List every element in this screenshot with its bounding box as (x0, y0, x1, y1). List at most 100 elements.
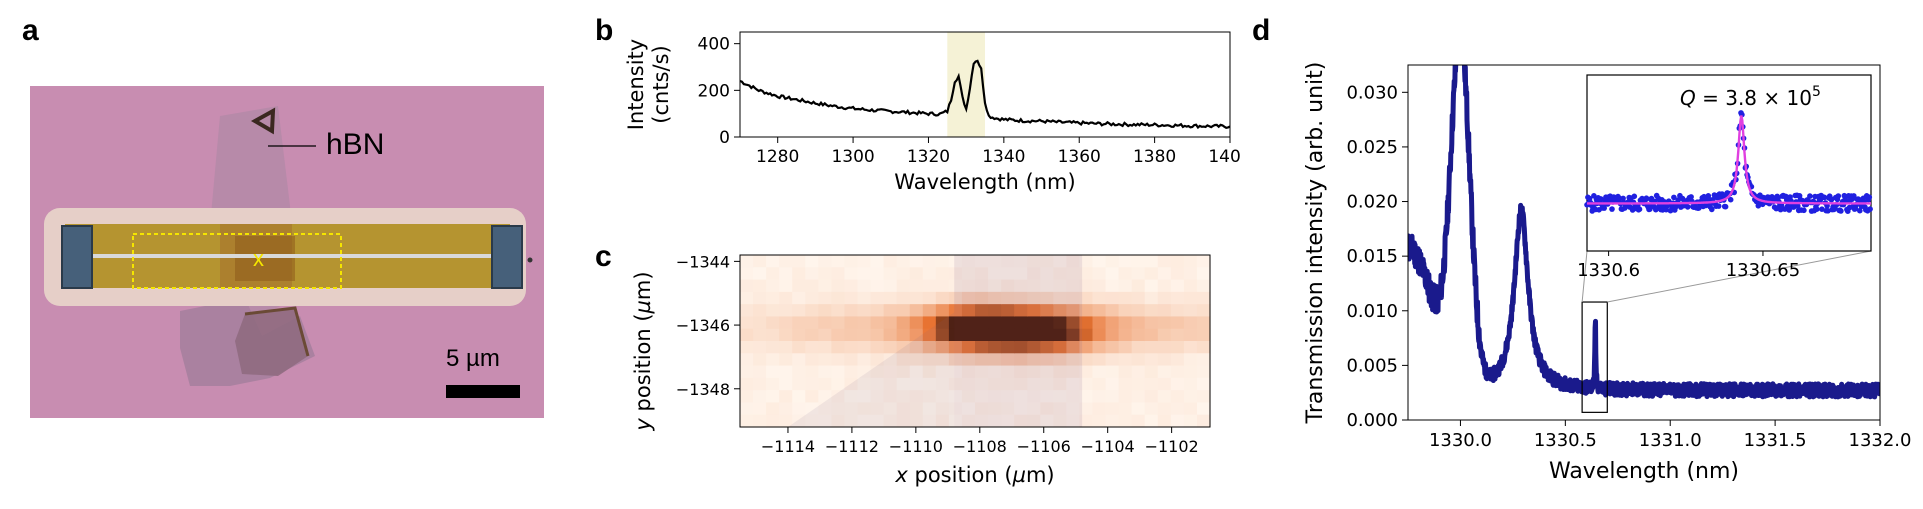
heatmap-cell (1001, 390, 1015, 404)
heatmap-cell (922, 291, 937, 305)
heatmap-cell (922, 267, 937, 281)
heatmap-cell (1092, 291, 1107, 305)
heatmap-cell (766, 255, 780, 268)
heatmap-cell (766, 304, 780, 318)
heatmap-cell (1079, 402, 1094, 416)
heatmap-cell (818, 365, 832, 379)
heatmap-cell (857, 267, 872, 281)
heatmap-cell (857, 304, 872, 318)
heatmap-cell (1144, 267, 1159, 281)
heatmap-cell (1170, 353, 1185, 367)
y-tick-label: −1348 (676, 380, 730, 399)
heatmap-cell (961, 365, 976, 379)
heatmap-cell (909, 328, 924, 342)
heatmap-cell (988, 402, 1002, 416)
heatmap-cell (922, 377, 937, 391)
y-tick-label: 0.030 (1346, 82, 1398, 103)
heatmap-cell (1196, 377, 1211, 391)
heatmap-cell (1079, 255, 1094, 268)
heatmap-cell (857, 255, 872, 268)
y-tick-label: 0.015 (1346, 246, 1398, 267)
heatmap-cell (909, 279, 924, 293)
heatmap-cell (831, 402, 846, 416)
heatmap-cell (909, 402, 924, 416)
heatmap-cell (1014, 316, 1028, 330)
heatmap-cell (818, 341, 832, 354)
heatmap-cell (896, 328, 911, 342)
heatmap-cell (1014, 304, 1028, 318)
heatmap-cell (740, 414, 754, 428)
plot-frame (739, 31, 1231, 138)
heatmap-cell (805, 304, 819, 318)
heatmap-cell (1092, 402, 1107, 416)
x-tick-label: −1106 (1017, 437, 1071, 456)
heatmap-cell (1079, 377, 1094, 391)
heatmap-cell (779, 414, 793, 428)
heatmap-cell (857, 377, 872, 391)
heatmap-cell (883, 267, 898, 281)
heatmap-cell (844, 365, 859, 379)
heatmap-cell (975, 402, 989, 416)
heatmap-cell (753, 353, 767, 367)
heatmap-cell (1092, 255, 1107, 268)
inset-point (1675, 197, 1681, 203)
inset-point (1801, 207, 1807, 214)
heatmap-cell (818, 377, 832, 391)
heatmap-cell (818, 279, 832, 293)
heatmap-cell (1040, 402, 1054, 416)
q-exponent: 5 (1812, 84, 1821, 100)
heatmap-cell (883, 316, 898, 330)
heatmap-cell (961, 316, 976, 330)
heatmap-cell (1066, 365, 1081, 379)
heatmap-cell (1053, 255, 1067, 268)
heatmap-cell (1170, 304, 1185, 318)
heatmap-cell (961, 304, 976, 318)
heatmap-cell (818, 316, 832, 330)
heatmap-cell (961, 341, 976, 354)
heatmap-cell (988, 267, 1002, 281)
heatmap-cell (844, 291, 859, 305)
heatmap-cell (1053, 304, 1067, 318)
heatmap-cell (818, 390, 832, 404)
inset-point (1825, 208, 1831, 214)
heatmap-cell (1183, 390, 1198, 404)
heatmap-cell (1131, 365, 1146, 379)
heatmap-cell (975, 390, 989, 404)
heatmap-cell (1170, 402, 1185, 416)
measurement-region-box (132, 233, 342, 289)
hbn-overlay-strip (954, 255, 1083, 427)
heatmap-cell (909, 304, 924, 318)
heatmap-cell (1001, 377, 1015, 391)
heatmap-cell (1144, 365, 1159, 379)
heatmap-cell (805, 291, 819, 305)
heatmap-cell (1001, 316, 1015, 330)
heatmap-cell (857, 291, 872, 305)
heatmap-cell (1092, 316, 1107, 330)
transmission-trace (1408, 65, 1880, 400)
heatmap-cell (935, 341, 950, 354)
heatmap-cell (896, 365, 911, 379)
heatmap-cell (766, 414, 780, 428)
heatmap-cell (1001, 341, 1015, 354)
heatmap-cell (1144, 304, 1159, 318)
heatmap-cell (961, 291, 976, 305)
heatmap-cell (792, 414, 806, 428)
heatmap-cell (961, 267, 976, 281)
heatmap-cell (1066, 291, 1081, 305)
heatmap-cell (922, 304, 937, 318)
heatmap-cell (766, 365, 780, 379)
heatmap-cell (1027, 390, 1041, 404)
heatmap-cell (1079, 291, 1094, 305)
zoom-box (1581, 301, 1608, 413)
heatmap-cell (1131, 279, 1146, 293)
y-tick-label: −1346 (676, 316, 730, 335)
inset-point (1857, 207, 1863, 214)
heatmap-cell (1040, 291, 1054, 305)
heatmap-cell (870, 255, 885, 268)
heatmap-cell (792, 353, 806, 367)
heatmap-cell (1066, 377, 1081, 391)
heatmap-cell (961, 414, 976, 428)
heatmap-cell (1066, 316, 1081, 330)
heatmap-cell (1170, 291, 1185, 305)
